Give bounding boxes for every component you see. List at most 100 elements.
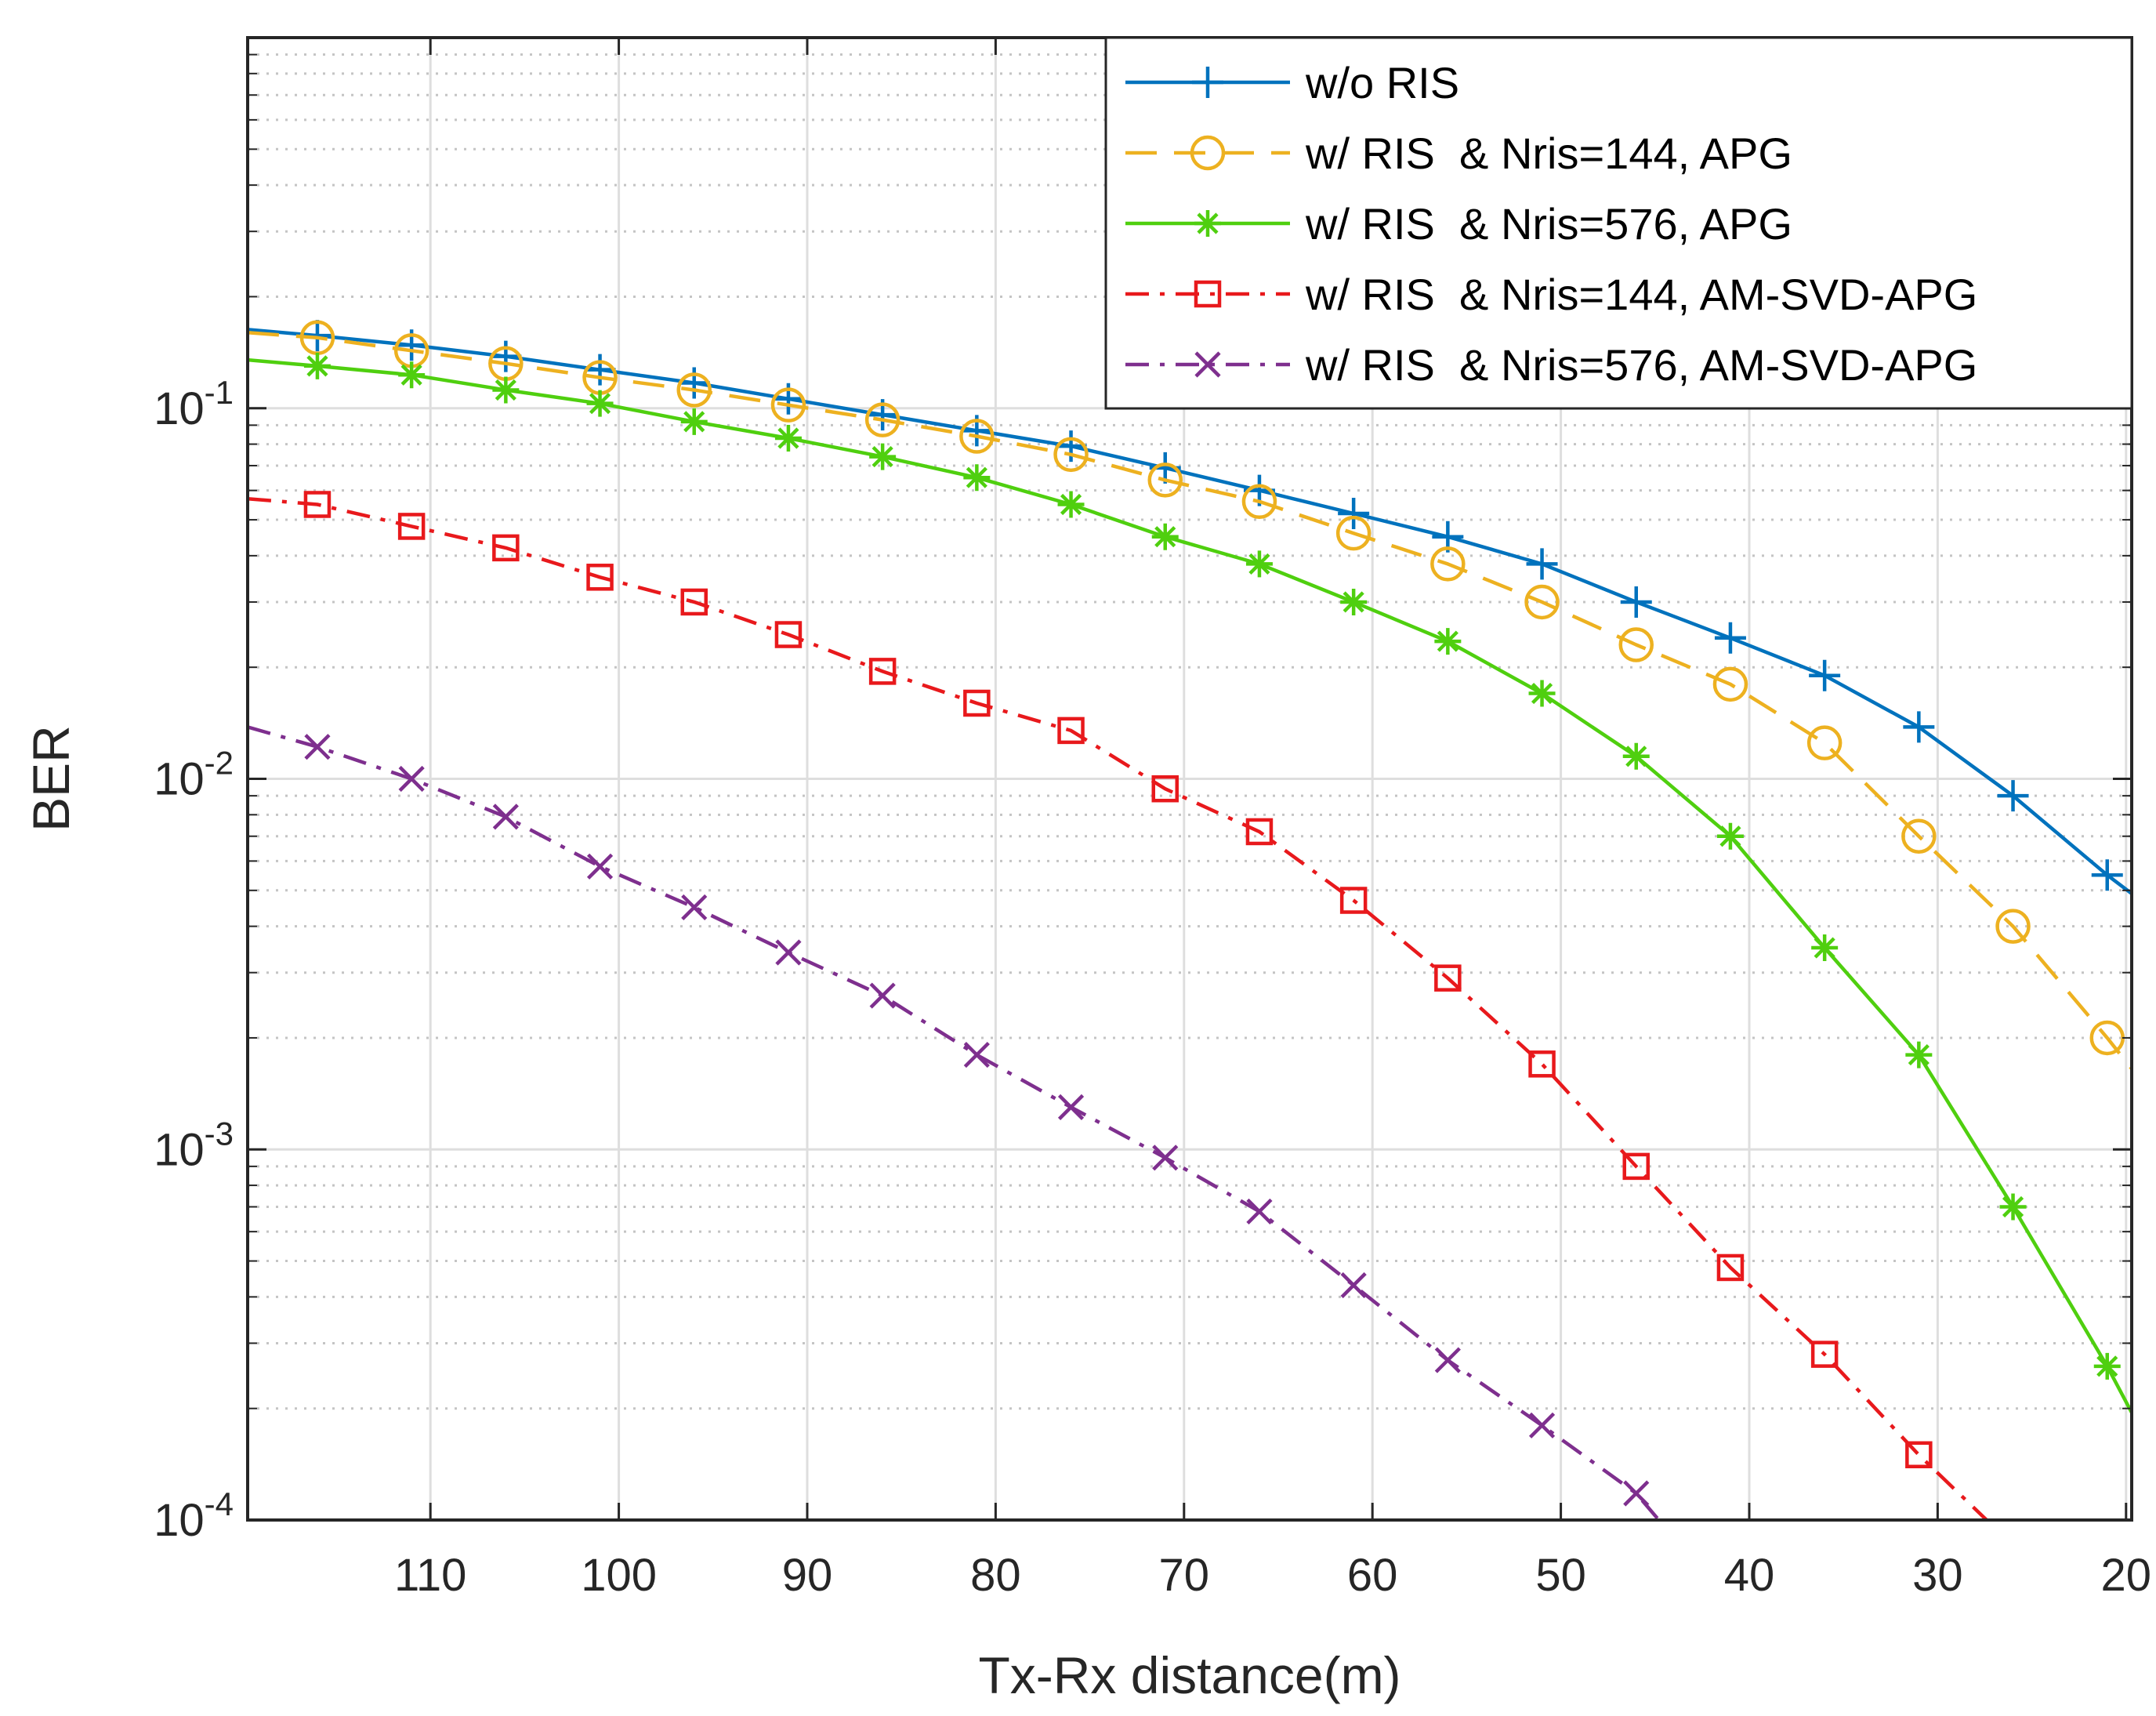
data-point	[1997, 780, 2029, 812]
data-point	[1716, 822, 1744, 850]
data-point	[1057, 717, 1085, 745]
data-point	[1811, 934, 1839, 962]
data-point	[1057, 491, 1085, 518]
data-point	[303, 352, 331, 379]
data-point	[1903, 711, 1935, 743]
data-point	[492, 534, 520, 562]
series-layer	[248, 320, 2132, 1520]
x-tick-label: 20	[2101, 1550, 2152, 1601]
data-point	[1241, 484, 1277, 520]
series-5	[248, 725, 1661, 1520]
data-point	[490, 340, 522, 372]
data-point	[1151, 523, 1179, 550]
x-tick-label: 50	[1535, 1550, 1586, 1601]
data-point	[676, 372, 712, 408]
legend-label: w/ RIS & Nris=144, APG	[1305, 129, 1792, 178]
ticks: 110 100 90 80 70 60 50 40 30 20 10-1 10-2 10-3 10-4	[154, 38, 2151, 1601]
data-point	[1528, 680, 1556, 707]
data-point	[1623, 1480, 1650, 1507]
data-point	[1057, 1094, 1085, 1120]
data-point	[1434, 628, 1462, 655]
legend-marker	[1190, 135, 1226, 171]
data-point	[2093, 1352, 2121, 1380]
x-tick-label: 110	[394, 1550, 466, 1601]
legend-marker	[1194, 351, 1221, 378]
series-2	[248, 320, 2132, 1070]
data-point	[1995, 909, 2031, 944]
legend-label: w/ RIS & Nris=144, AM-SVD-APG	[1305, 270, 1977, 319]
data-point	[584, 354, 616, 386]
data-point	[774, 425, 802, 452]
data-point	[678, 367, 710, 399]
data-point	[1905, 1441, 1933, 1469]
data-point	[1434, 964, 1462, 992]
legend-label: w/ RIS & Nris=576, APG	[1305, 199, 1792, 249]
series-line	[248, 496, 1988, 1520]
data-point	[1714, 622, 1746, 654]
data-point	[586, 390, 614, 417]
data-point	[868, 658, 897, 685]
x-tick-label: 80	[970, 1550, 1021, 1601]
data-point	[1152, 1145, 1179, 1171]
data-point	[1528, 1050, 1556, 1078]
data-point	[1524, 584, 1560, 620]
series-line	[248, 331, 2132, 1070]
x-tick-label: 100	[581, 1550, 657, 1601]
data-point	[1999, 1193, 2027, 1221]
data-point	[1901, 818, 1937, 854]
series-4	[248, 491, 1988, 1520]
data-point	[681, 894, 708, 921]
data-point	[1245, 550, 1273, 578]
data-point	[864, 402, 900, 437]
y-tick-label: 10-2	[154, 745, 234, 805]
x-tick-label: 40	[1724, 1550, 1775, 1601]
data-point	[1712, 666, 1748, 702]
x-tick-label: 60	[1347, 1550, 1398, 1601]
data-point	[1622, 1152, 1650, 1181]
series-line	[248, 357, 2132, 1413]
data-point	[774, 621, 803, 648]
data-point	[1338, 498, 1370, 530]
data-point	[492, 804, 519, 830]
data-point	[1055, 430, 1087, 463]
data-point	[1147, 463, 1183, 498]
data-point	[397, 513, 426, 540]
x-tick-label: 70	[1159, 1550, 1210, 1601]
data-point	[963, 1041, 990, 1068]
data-point	[1246, 1198, 1273, 1225]
series-line	[248, 328, 2132, 895]
y-tick-label: 10-3	[154, 1115, 234, 1175]
data-point	[1340, 588, 1368, 615]
data-point	[1339, 887, 1368, 914]
data-point	[1528, 1412, 1556, 1438]
series-line	[248, 725, 1661, 1520]
data-point	[775, 939, 802, 966]
data-point	[1526, 548, 1558, 580]
data-point	[2091, 859, 2123, 891]
data-point	[1809, 659, 1841, 691]
x-axis-label: Tx-Rx distance(m)	[978, 1646, 1400, 1704]
data-point	[1622, 742, 1650, 770]
data-point	[963, 464, 991, 492]
data-point	[492, 376, 520, 404]
x-tick-label: 90	[782, 1550, 833, 1601]
data-point	[1245, 818, 1274, 846]
data-point	[959, 419, 995, 454]
data-point	[1716, 1253, 1745, 1282]
data-point	[586, 564, 614, 591]
data-point	[303, 491, 332, 518]
legend-marker	[1194, 280, 1222, 308]
data-point	[770, 387, 806, 423]
legend: w/o RIS w/ RIS & Nris=144, APG w/ RIS & Nr…	[1104, 36, 2133, 410]
x-tick-label: 30	[1912, 1550, 1963, 1601]
series-3	[248, 352, 2132, 1413]
data-point	[1151, 775, 1179, 803]
data-point	[398, 765, 425, 793]
legend-label: w/ RIS & Nris=576, AM-SVD-APG	[1305, 340, 1977, 390]
data-point	[680, 588, 708, 616]
data-point	[1335, 515, 1372, 551]
data-point	[1810, 1341, 1839, 1368]
data-point	[1340, 1272, 1367, 1299]
y-tick-label: 10-1	[154, 374, 234, 434]
